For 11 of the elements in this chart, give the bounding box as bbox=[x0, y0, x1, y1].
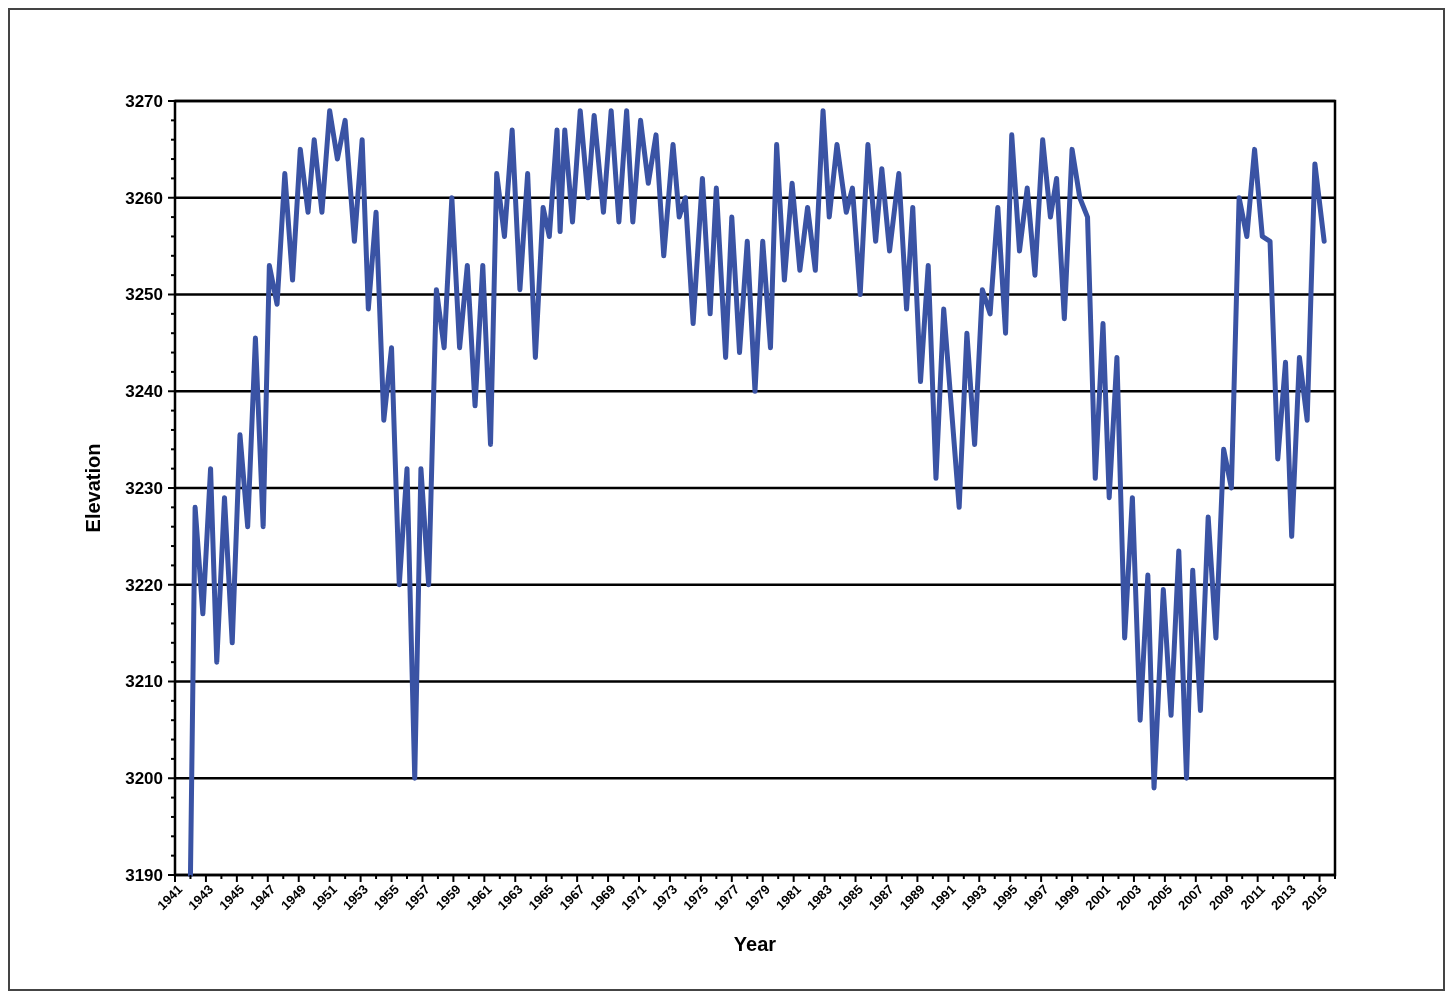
x-axis-title: Year bbox=[733, 933, 777, 955]
y-tick-label: 3210 bbox=[125, 672, 163, 692]
y-tick-label: 3250 bbox=[125, 285, 163, 305]
y-tick-label: 3220 bbox=[125, 575, 163, 595]
y-tick-label: 3200 bbox=[125, 769, 163, 789]
y-tick-label: 3240 bbox=[125, 382, 163, 402]
y-tick-label: 3270 bbox=[125, 91, 163, 111]
y-tick-label: 3260 bbox=[125, 188, 163, 208]
y-axis-title: Elevation bbox=[82, 443, 104, 533]
y-tick-label: 3230 bbox=[125, 478, 163, 498]
y-tick-label: 3190 bbox=[125, 865, 163, 885]
